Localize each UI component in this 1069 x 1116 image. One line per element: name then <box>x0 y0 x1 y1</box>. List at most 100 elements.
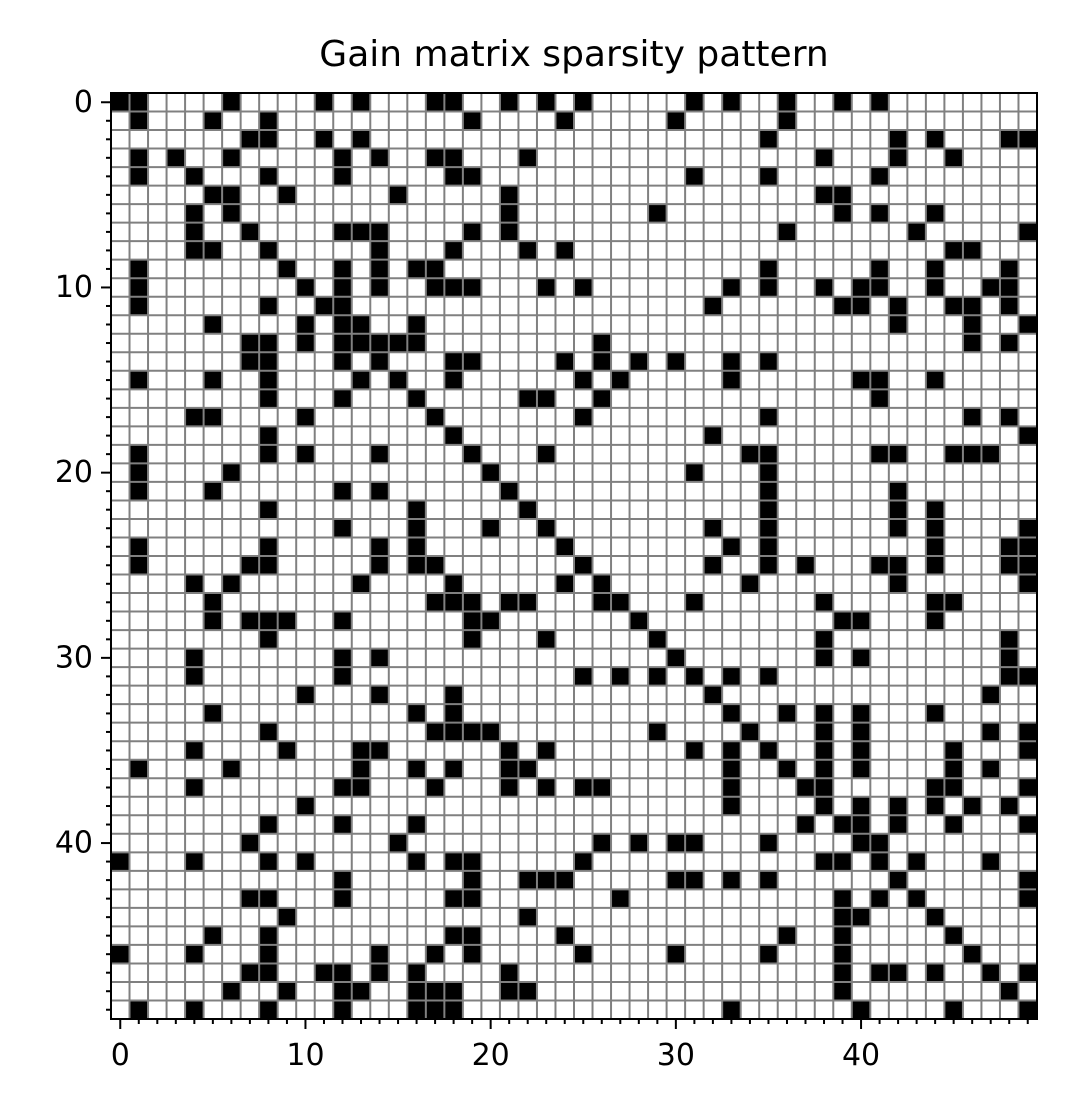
nonzero-cell-14-28 <box>629 352 649 371</box>
nonzero-cell-3-17 <box>425 148 445 168</box>
nonzero-cell-39-42 <box>888 815 908 834</box>
nonzero-cell-43-39 <box>833 889 852 908</box>
nonzero-cell-34-8 <box>259 722 278 742</box>
nonzero-cell-10-41 <box>870 278 889 297</box>
nonzero-cell-27-22 <box>518 593 537 612</box>
nonzero-cell-43-18 <box>444 889 463 908</box>
nonzero-cell-0-11 <box>314 93 334 112</box>
nonzero-cell-46-0 <box>111 944 130 964</box>
nonzero-cell-43-12 <box>333 889 352 908</box>
nonzero-cell-48-13 <box>351 981 371 1001</box>
nonzero-cell-35-23 <box>536 741 556 760</box>
nonzero-cell-19-34 <box>740 444 760 464</box>
nonzero-cell-38-40 <box>851 796 871 816</box>
nonzero-cell-23-16 <box>407 518 426 538</box>
nonzero-cell-48-9 <box>277 981 297 1001</box>
nonzero-cell-47-41 <box>870 963 889 982</box>
nonzero-cell-9-14 <box>370 259 389 279</box>
nonzero-cell-13-46 <box>962 333 982 353</box>
nonzero-cell-25-8 <box>259 556 278 575</box>
nonzero-cell-44-22 <box>518 907 537 927</box>
nonzero-cell-19-10 <box>296 444 315 464</box>
nonzero-cell-39-12 <box>333 815 352 834</box>
nonzero-cell-34-40 <box>851 722 871 742</box>
nonzero-cell-31-49 <box>1018 667 1037 686</box>
nonzero-cell-47-47 <box>981 963 1000 982</box>
nonzero-cell-36-1 <box>129 759 149 779</box>
nonzero-cell-35-49 <box>1018 741 1037 760</box>
y-tick-label: 40 <box>55 826 93 861</box>
nonzero-cell-25-1 <box>129 556 149 575</box>
nonzero-cell-11-46 <box>962 296 982 316</box>
nonzero-cell-49-17 <box>425 1000 445 1019</box>
nonzero-cell-15-27 <box>611 370 630 390</box>
nonzero-cell-9-35 <box>759 259 778 279</box>
nonzero-cell-22-44 <box>925 500 945 519</box>
nonzero-cell-19-46 <box>962 444 982 464</box>
nonzero-cell-34-47 <box>981 722 1000 742</box>
nonzero-cell-46-14 <box>370 944 389 964</box>
nonzero-cell-32-47 <box>981 685 1000 705</box>
nonzero-cell-46-25 <box>574 944 593 964</box>
nonzero-cell-48-39 <box>833 981 852 1001</box>
nonzero-cell-40-15 <box>388 833 408 853</box>
nonzero-cell-10-1 <box>129 278 149 297</box>
nonzero-cell-16-8 <box>259 389 278 408</box>
nonzero-cell-7-14 <box>370 222 389 242</box>
nonzero-cell-17-5 <box>203 407 223 427</box>
nonzero-cell-27-45 <box>944 593 963 612</box>
nonzero-cell-47-8 <box>259 963 278 982</box>
nonzero-cell-23-42 <box>888 518 908 538</box>
nonzero-cell-34-38 <box>814 722 834 742</box>
nonzero-cell-47-12 <box>333 963 352 982</box>
nonzero-cell-40-28 <box>629 833 649 853</box>
nonzero-cell-5-21 <box>499 185 519 205</box>
nonzero-cell-13-15 <box>388 333 408 353</box>
nonzero-cell-47-44 <box>925 963 945 982</box>
nonzero-cell-34-34 <box>740 722 760 742</box>
nonzero-cell-0-33 <box>722 93 741 112</box>
nonzero-cell-43-49 <box>1018 889 1037 908</box>
nonzero-cell-2-44 <box>925 130 945 149</box>
nonzero-cell-36-22 <box>518 759 537 779</box>
nonzero-cell-40-40 <box>851 833 871 853</box>
nonzero-cell-28-19 <box>462 611 482 631</box>
nonzero-cell-11-1 <box>129 296 149 316</box>
nonzero-cell-42-31 <box>685 870 704 890</box>
nonzero-cell-24-44 <box>925 537 945 556</box>
nonzero-cell-49-4 <box>185 1000 204 1019</box>
nonzero-cell-1-19 <box>462 111 482 131</box>
nonzero-cell-43-43 <box>907 889 926 908</box>
nonzero-cell-25-32 <box>703 556 723 575</box>
nonzero-cell-49-33 <box>722 1000 741 1019</box>
nonzero-cell-33-36 <box>777 704 797 723</box>
axis-ticks <box>101 101 1029 1029</box>
nonzero-cell-43-41 <box>870 889 889 908</box>
nonzero-cell-2-7 <box>240 130 260 149</box>
nonzero-cell-17-46 <box>962 407 982 427</box>
nonzero-cell-30-14 <box>370 648 389 668</box>
nonzero-cell-49-18 <box>444 1000 463 1019</box>
nonzero-cell-37-44 <box>925 778 945 797</box>
nonzero-cell-42-30 <box>666 870 686 890</box>
nonzero-cell-33-16 <box>407 704 426 723</box>
nonzero-cell-17-35 <box>759 407 778 427</box>
x-tick-label: 40 <box>842 1038 880 1073</box>
nonzero-cell-16-26 <box>592 389 612 408</box>
nonzero-cell-2-48 <box>999 130 1019 149</box>
nonzero-cell-0-41 <box>870 93 889 112</box>
nonzero-cell-42-35 <box>759 870 778 890</box>
nonzero-cell-5-38 <box>814 185 834 205</box>
nonzero-cell-41-16 <box>407 852 426 871</box>
nonzero-cell-23-35 <box>759 518 778 538</box>
nonzero-cell-10-40 <box>851 278 871 297</box>
nonzero-cell-15-8 <box>259 370 278 390</box>
nonzero-cell-3-18 <box>444 148 463 168</box>
nonzero-cell-46-4 <box>185 944 204 964</box>
nonzero-cell-12-16 <box>407 315 426 334</box>
nonzero-cell-45-39 <box>833 926 852 945</box>
nonzero-cell-5-5 <box>203 185 223 205</box>
nonzero-cell-41-18 <box>444 852 463 871</box>
nonzero-cell-22-35 <box>759 500 778 519</box>
nonzero-cell-47-42 <box>888 963 908 982</box>
